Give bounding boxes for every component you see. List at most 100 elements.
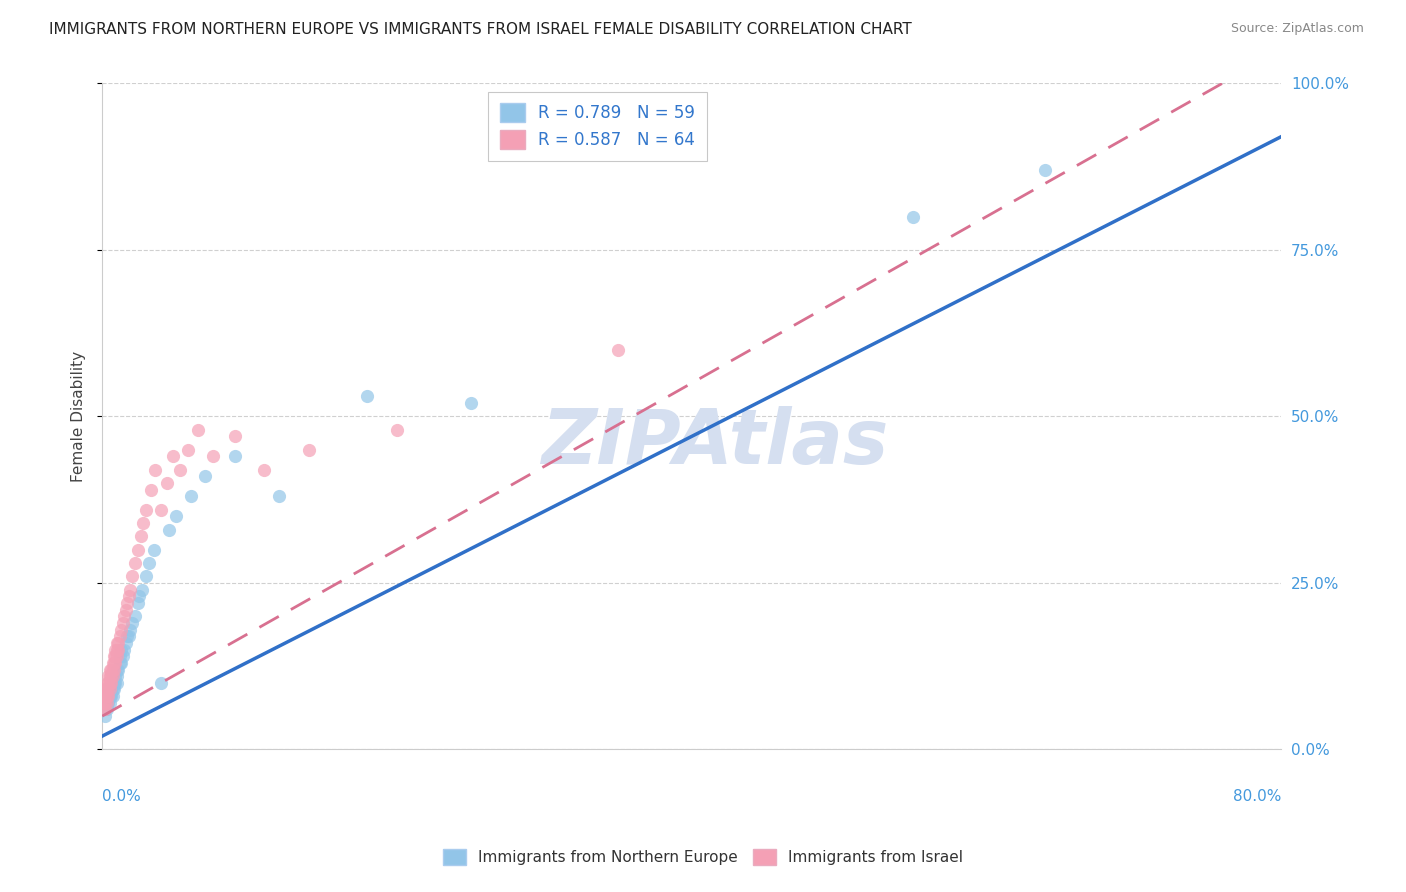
Point	[103, 682, 125, 697]
Point	[114, 602, 136, 616]
Point	[103, 649, 125, 664]
Point	[460, 396, 482, 410]
Point	[97, 696, 120, 710]
Point	[156, 476, 179, 491]
Point	[101, 663, 124, 677]
Point	[98, 689, 121, 703]
Point	[97, 682, 120, 697]
Point	[100, 682, 122, 697]
Point	[98, 689, 121, 703]
Point	[98, 663, 121, 677]
Point	[157, 523, 180, 537]
Point	[108, 629, 131, 643]
Point	[100, 663, 122, 677]
Point	[110, 623, 132, 637]
Point	[385, 423, 408, 437]
Point	[118, 629, 141, 643]
Point	[607, 343, 630, 357]
Point	[93, 702, 115, 716]
Legend: R = 0.789   N = 59, R = 0.587   N = 64: R = 0.789 N = 59, R = 0.587 N = 64	[488, 92, 707, 161]
Point	[127, 542, 149, 557]
Point	[112, 642, 135, 657]
Point	[98, 676, 121, 690]
Point	[93, 702, 115, 716]
Point	[97, 676, 120, 690]
Point	[121, 569, 143, 583]
Point	[112, 609, 135, 624]
Point	[131, 582, 153, 597]
Point	[165, 509, 187, 524]
Point	[139, 483, 162, 497]
Point	[104, 656, 127, 670]
Point	[187, 423, 209, 437]
Point	[108, 649, 131, 664]
Point	[110, 642, 132, 657]
Point	[96, 696, 118, 710]
Point	[103, 676, 125, 690]
Point	[96, 689, 118, 703]
Point	[94, 689, 117, 703]
Point	[224, 429, 246, 443]
Point	[105, 676, 128, 690]
Point	[297, 442, 319, 457]
Point	[901, 210, 924, 224]
Point	[101, 682, 124, 697]
Point	[93, 689, 115, 703]
Point	[1033, 163, 1056, 178]
Point	[101, 656, 124, 670]
Point	[105, 663, 128, 677]
Point	[356, 389, 378, 403]
Text: 80.0%: 80.0%	[1233, 789, 1281, 805]
Point	[100, 669, 122, 683]
Point	[101, 669, 124, 683]
Point	[98, 682, 121, 697]
Point	[105, 636, 128, 650]
Point	[135, 502, 157, 516]
Point	[105, 642, 128, 657]
Legend: Immigrants from Northern Europe, Immigrants from Israel: Immigrants from Northern Europe, Immigra…	[437, 843, 969, 871]
Point	[98, 669, 121, 683]
Point	[94, 702, 117, 716]
Point	[94, 696, 117, 710]
Point	[94, 689, 117, 703]
Y-axis label: Female Disability: Female Disability	[72, 351, 86, 482]
Point	[103, 663, 125, 677]
Point	[117, 596, 139, 610]
Point	[104, 676, 127, 690]
Point	[150, 676, 173, 690]
Point	[124, 609, 146, 624]
Point	[117, 629, 139, 643]
Point	[100, 689, 122, 703]
Point	[111, 649, 134, 664]
Point	[129, 529, 152, 543]
Point	[96, 702, 118, 716]
Point	[101, 689, 124, 703]
Point	[105, 649, 128, 664]
Point	[142, 542, 165, 557]
Point	[96, 696, 118, 710]
Point	[128, 589, 150, 603]
Point	[98, 682, 121, 697]
Text: IMMIGRANTS FROM NORTHERN EUROPE VS IMMIGRANTS FROM ISRAEL FEMALE DISABILITY CORR: IMMIGRANTS FROM NORTHERN EUROPE VS IMMIG…	[49, 22, 912, 37]
Point	[98, 696, 121, 710]
Point	[138, 556, 160, 570]
Point	[169, 463, 191, 477]
Point	[150, 502, 173, 516]
Point	[96, 682, 118, 697]
Point	[104, 669, 127, 683]
Point	[100, 676, 122, 690]
Point	[110, 656, 132, 670]
Text: 0.0%: 0.0%	[103, 789, 141, 805]
Point	[162, 450, 184, 464]
Point	[97, 689, 120, 703]
Point	[108, 656, 131, 670]
Text: Source: ZipAtlas.com: Source: ZipAtlas.com	[1230, 22, 1364, 36]
Point	[127, 596, 149, 610]
Point	[118, 589, 141, 603]
Point	[93, 696, 115, 710]
Point	[120, 582, 142, 597]
Point	[267, 489, 290, 503]
Point	[104, 649, 127, 664]
Text: ZIPAtlas: ZIPAtlas	[541, 406, 889, 480]
Point	[94, 709, 117, 723]
